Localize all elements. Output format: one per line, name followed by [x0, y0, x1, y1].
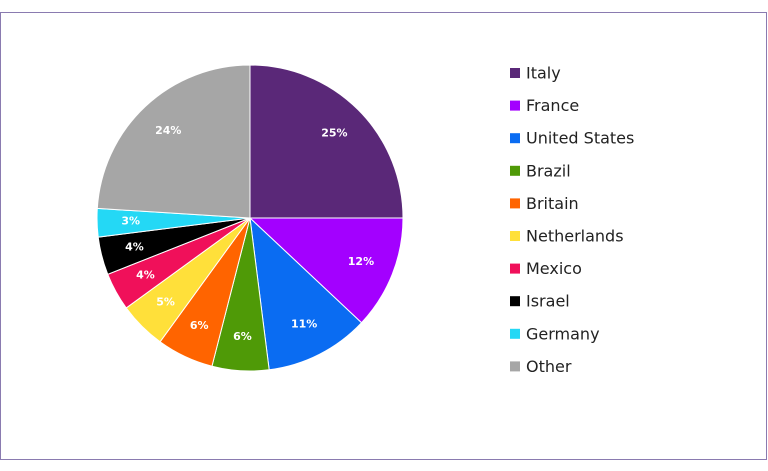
pie-slice [96, 64, 251, 219]
legend-label: Brazil [526, 161, 571, 180]
legend-label: Netherlands [526, 227, 624, 246]
value-label: 25% [321, 127, 347, 140]
legend-swatch [510, 328, 520, 339]
value-label: 4% [125, 241, 144, 254]
value-label: 5% [156, 295, 175, 308]
pie-slice [248, 217, 404, 324]
legend-label: Israel [526, 292, 570, 311]
legend-label: Germany [526, 324, 600, 343]
value-label: 12% [348, 255, 374, 268]
legend-swatch [510, 198, 520, 209]
legend-swatch [510, 133, 520, 144]
value-label: 11% [291, 317, 317, 330]
legend-label: Britain [526, 194, 579, 213]
value-label: 6% [190, 319, 209, 332]
value-label: 4% [136, 268, 155, 281]
pie-slice [249, 64, 404, 219]
legend-label: Other [526, 357, 572, 376]
legend-label: France [526, 96, 579, 115]
legend-swatch [510, 296, 520, 307]
legend-swatch [510, 361, 520, 372]
value-label: 3% [121, 215, 140, 228]
pie-slice [249, 216, 363, 371]
value-label: 6% [233, 330, 252, 343]
legend-swatch [510, 263, 520, 274]
value-label: 24% [155, 124, 181, 137]
legend-label: Italy [526, 64, 561, 83]
legend-swatch [510, 165, 520, 176]
legend-swatch [510, 231, 520, 241]
legend-label: Mexico [526, 259, 582, 278]
legend-label: United States [526, 129, 634, 148]
legend-swatch [510, 100, 520, 111]
legend-swatch [510, 68, 520, 78]
